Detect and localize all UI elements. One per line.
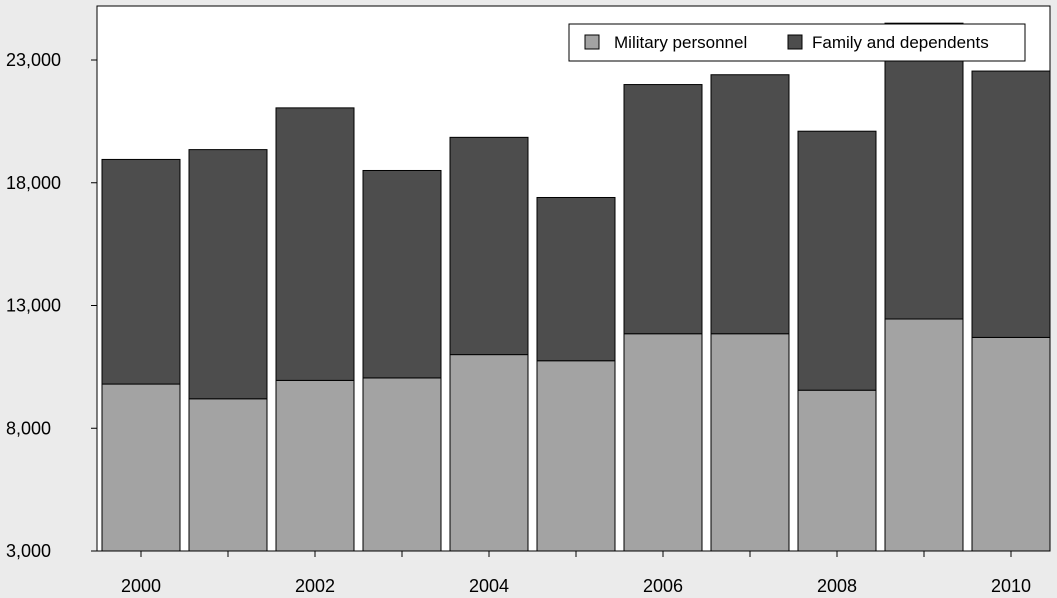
bar-military-2002 [275, 379, 355, 552]
plot-frame [96, 5, 1051, 552]
x-axis: 2000 2002 2004 2006 2008 2010 [121, 551, 1031, 596]
bar-military-2007 [710, 333, 790, 552]
bar-military-2006 [623, 333, 703, 552]
bar-family-2004 [449, 136, 529, 356]
legend-label-family: Family and dependents [812, 33, 989, 52]
bar-military-2000 [101, 383, 181, 552]
x-tick-label: 2008 [817, 576, 857, 596]
y-axis: 3,000 8,000 13,000 18,000 23,000 [6, 50, 97, 561]
bar-military-2005 [536, 360, 616, 552]
y-tick-label: 23,000 [6, 50, 61, 70]
x-tick-label: 2002 [295, 576, 335, 596]
bar-family-2005 [536, 196, 616, 362]
legend-label-military: Military personnel [614, 33, 747, 52]
x-tick-label: 2010 [991, 576, 1031, 596]
bar-military-2003 [362, 377, 442, 552]
y-tick-label: 13,000 [6, 296, 61, 316]
legend: Military personnel Family and dependents [568, 23, 1026, 62]
y-tick-label: 8,000 [6, 418, 51, 438]
y-tick-label: 3,000 [6, 541, 51, 561]
bar-family-2008 [797, 130, 877, 391]
x-tick-label: 2006 [643, 576, 683, 596]
legend-swatch-military [584, 34, 600, 50]
bar-military-2009 [884, 318, 964, 552]
x-tick-label: 2004 [469, 576, 509, 596]
bars-group [101, 22, 1051, 552]
bar-family-2007 [710, 74, 790, 335]
bar-family-2010 [971, 70, 1051, 338]
bar-family-2001 [188, 149, 268, 400]
bar-military-2001 [188, 398, 268, 552]
y-tick-label: 18,000 [6, 173, 61, 193]
bar-military-2008 [797, 389, 877, 552]
bar-family-2002 [275, 107, 355, 381]
bar-military-2010 [971, 336, 1051, 552]
bar-family-2009 [884, 22, 964, 320]
bar-family-2000 [101, 158, 181, 385]
legend-swatch-family [787, 34, 803, 50]
x-tick-label: 2000 [121, 576, 161, 596]
bar-family-2003 [362, 169, 442, 379]
bar-military-2004 [449, 354, 529, 552]
bar-family-2006 [623, 84, 703, 335]
